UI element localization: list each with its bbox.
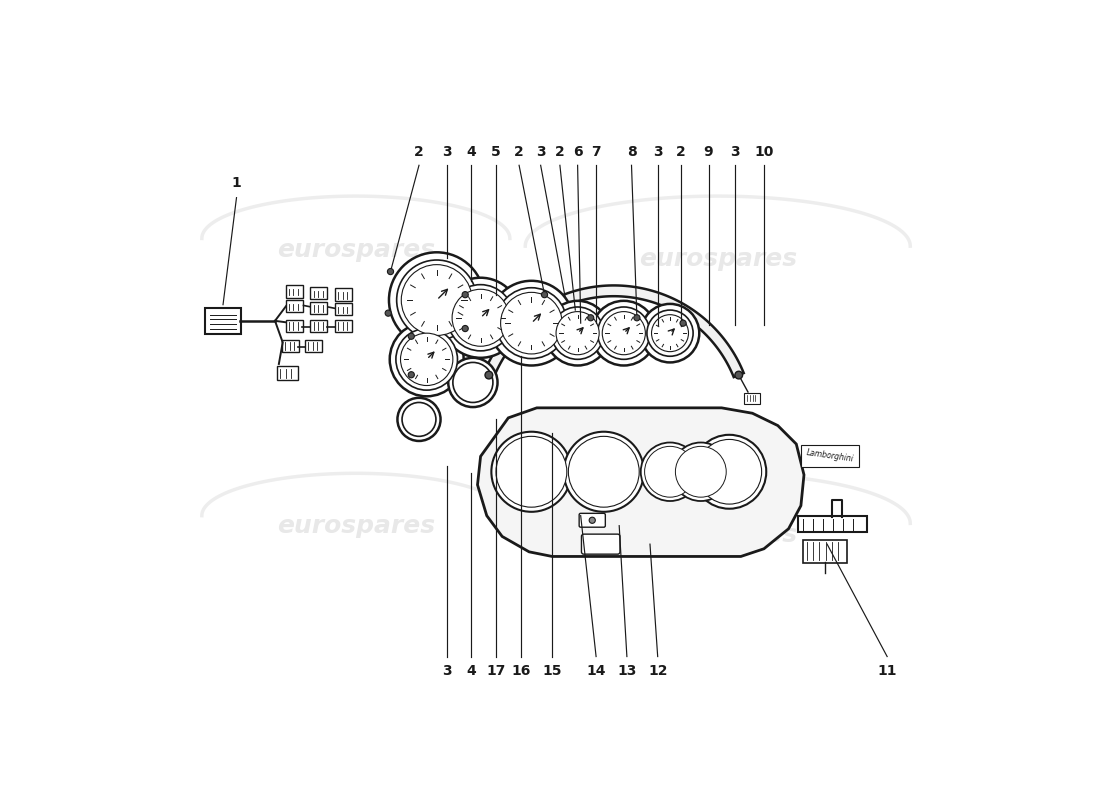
FancyBboxPatch shape — [744, 393, 759, 403]
FancyBboxPatch shape — [336, 320, 352, 332]
Circle shape — [500, 292, 562, 354]
Circle shape — [462, 326, 469, 332]
FancyBboxPatch shape — [801, 445, 859, 467]
Text: 10: 10 — [755, 145, 773, 159]
Text: 11: 11 — [878, 664, 896, 678]
Circle shape — [396, 329, 458, 390]
Text: 5: 5 — [491, 145, 501, 159]
Circle shape — [453, 362, 493, 402]
Circle shape — [452, 290, 509, 346]
FancyBboxPatch shape — [803, 539, 847, 562]
FancyBboxPatch shape — [286, 300, 302, 312]
Text: 2: 2 — [514, 145, 524, 159]
FancyBboxPatch shape — [310, 302, 328, 314]
Circle shape — [496, 288, 566, 358]
Circle shape — [556, 312, 600, 354]
FancyBboxPatch shape — [336, 303, 352, 315]
Text: 3: 3 — [536, 145, 546, 159]
Circle shape — [403, 402, 436, 436]
FancyBboxPatch shape — [310, 287, 328, 299]
Text: eurospares: eurospares — [639, 523, 796, 547]
Circle shape — [647, 310, 693, 356]
Text: 17: 17 — [486, 664, 506, 678]
Circle shape — [640, 442, 700, 501]
Circle shape — [563, 432, 644, 512]
Text: Lamborghini: Lamborghini — [806, 448, 855, 464]
Text: 4: 4 — [466, 664, 476, 678]
Circle shape — [490, 281, 574, 366]
Circle shape — [546, 301, 609, 366]
Circle shape — [551, 307, 604, 359]
Circle shape — [645, 446, 695, 497]
FancyBboxPatch shape — [286, 286, 302, 298]
FancyBboxPatch shape — [305, 340, 322, 353]
FancyBboxPatch shape — [582, 534, 620, 554]
Text: 2: 2 — [556, 145, 564, 159]
Text: 14: 14 — [586, 664, 606, 678]
Circle shape — [389, 322, 464, 396]
Circle shape — [492, 432, 572, 512]
Circle shape — [449, 358, 497, 407]
Circle shape — [590, 517, 595, 523]
Circle shape — [408, 333, 415, 339]
Text: 7: 7 — [592, 145, 601, 159]
Text: 1: 1 — [232, 176, 241, 190]
Circle shape — [587, 314, 594, 321]
FancyBboxPatch shape — [282, 340, 299, 353]
Circle shape — [541, 291, 548, 298]
Circle shape — [735, 371, 743, 379]
Circle shape — [675, 446, 726, 497]
Text: 3: 3 — [442, 145, 451, 159]
Text: 16: 16 — [512, 664, 531, 678]
Text: 2: 2 — [675, 145, 685, 159]
Circle shape — [569, 436, 639, 507]
Circle shape — [692, 435, 767, 509]
Text: 4: 4 — [466, 145, 476, 159]
Circle shape — [448, 285, 514, 351]
Circle shape — [387, 269, 394, 274]
Circle shape — [640, 304, 700, 362]
Text: 3: 3 — [653, 145, 662, 159]
FancyBboxPatch shape — [205, 308, 241, 334]
Circle shape — [496, 436, 566, 507]
Circle shape — [397, 260, 476, 340]
Text: 6: 6 — [573, 145, 582, 159]
FancyBboxPatch shape — [276, 366, 298, 380]
Text: eurospares: eurospares — [277, 238, 434, 262]
Polygon shape — [477, 408, 804, 557]
Text: eurospares: eurospares — [639, 247, 796, 271]
Text: 13: 13 — [617, 664, 637, 678]
Text: 3: 3 — [442, 664, 451, 678]
Circle shape — [697, 439, 761, 504]
Text: 15: 15 — [542, 664, 562, 678]
Circle shape — [408, 372, 415, 378]
Text: 2: 2 — [414, 145, 424, 159]
Circle shape — [400, 333, 453, 386]
Circle shape — [680, 320, 686, 326]
Text: 12: 12 — [648, 664, 668, 678]
FancyBboxPatch shape — [310, 320, 328, 332]
Circle shape — [592, 301, 656, 366]
Text: 3: 3 — [730, 145, 739, 159]
Text: 8: 8 — [627, 145, 637, 159]
Circle shape — [389, 252, 484, 348]
Circle shape — [651, 314, 689, 352]
Circle shape — [485, 371, 493, 379]
FancyBboxPatch shape — [286, 320, 302, 332]
Circle shape — [603, 312, 646, 354]
Circle shape — [397, 398, 440, 441]
Circle shape — [385, 310, 392, 316]
Circle shape — [634, 314, 640, 321]
Circle shape — [671, 442, 730, 501]
Polygon shape — [484, 286, 744, 377]
FancyBboxPatch shape — [336, 289, 352, 301]
Circle shape — [462, 291, 469, 298]
Circle shape — [402, 265, 472, 335]
Circle shape — [597, 307, 650, 359]
FancyBboxPatch shape — [580, 514, 605, 527]
Text: eurospares: eurospares — [277, 514, 434, 538]
Text: 9: 9 — [704, 145, 713, 159]
Circle shape — [440, 278, 520, 358]
FancyBboxPatch shape — [798, 517, 867, 532]
